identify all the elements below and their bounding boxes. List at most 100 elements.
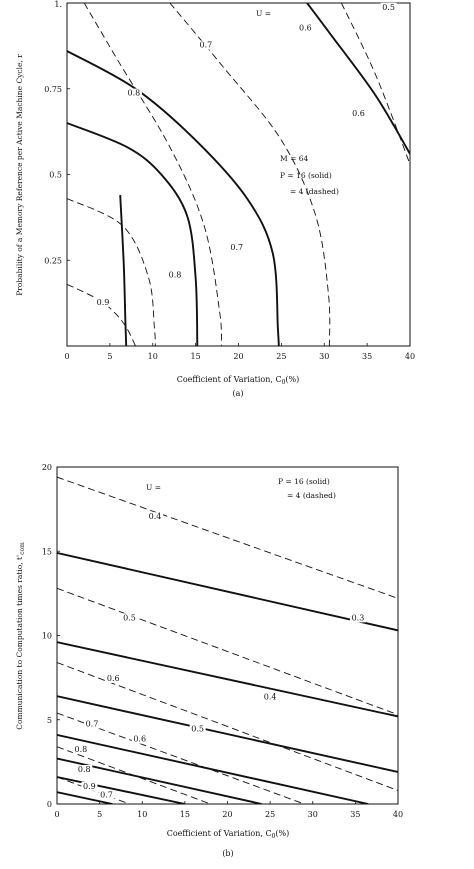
contour-label-bg: [72, 744, 89, 754]
y-tick-label-top: 1.: [54, 0, 62, 9]
x-tick-label: 5: [107, 352, 112, 361]
contour-label: 0.4: [149, 512, 162, 521]
x-tick-label: 25: [265, 810, 275, 819]
y-axis-label-b: Communication to Computation times ratio…: [15, 542, 26, 730]
x-axis-label-a: Coefficient of Variation, C0(%): [177, 375, 300, 386]
series-line-solid-08: [306, 3, 410, 155]
series-line-dashed-06: [169, 3, 331, 346]
contour-label-bg: [81, 781, 98, 791]
x-axis-label-b: Coefficient of Variation, C0(%): [167, 829, 290, 840]
contour-label: 0.5: [382, 3, 395, 12]
contour-label: 0.5: [123, 613, 136, 622]
series-line-dashed-07: [83, 3, 222, 346]
y-tick-label: 5: [47, 716, 52, 725]
contour-label-bg: [262, 692, 279, 702]
series-line-solid-03: [57, 551, 398, 632]
contour-label-bg: [380, 2, 397, 12]
legend-line-a-3: = 4 (dashed): [290, 187, 339, 196]
panel-b: 0 5 10 15 20 25 30 35 40 0 5 10 15 20 0.4 0.5 0.6 0.7 0.8…: [15, 463, 403, 858]
y-tick-label: 0.25: [44, 256, 62, 265]
contour-label: 0.4: [264, 693, 277, 702]
x-tick-label: 35: [350, 810, 360, 819]
contour-label-bg: [131, 734, 148, 744]
x-tick-label: 40: [393, 810, 403, 819]
contour-label-bg: [95, 297, 112, 307]
contour-label-bg: [297, 23, 314, 33]
contour-label-bg: [147, 512, 164, 522]
contour-label-bg: [98, 790, 115, 800]
x-tick-label: 30: [319, 352, 329, 361]
series-line-solid-06: [57, 733, 369, 804]
contour-label: 0.6: [107, 674, 120, 683]
y-tick-label: 20: [42, 463, 52, 472]
contour-label: 0.7: [230, 243, 243, 252]
contour-label-bg: [125, 88, 142, 98]
contour-label: 0.6: [352, 109, 365, 118]
contour-label-bg: [349, 613, 366, 623]
contour-label: 0.6: [133, 735, 146, 744]
x-tick-label: 25: [276, 352, 286, 361]
x-tick-label: 10: [148, 352, 158, 361]
contour-label-bg: [197, 40, 214, 50]
contour-label: 0.6: [299, 23, 312, 32]
legend-header-b: U =: [146, 483, 161, 492]
panel-label-b: (b): [222, 849, 233, 858]
y-tick-label: 10: [42, 632, 52, 641]
x-tick-label: 10: [137, 810, 147, 819]
series-line-dashed-08: [67, 198, 156, 346]
x-tick-label: 0: [54, 810, 59, 819]
contour-label-bg: [167, 270, 184, 280]
contour-label-bg: [105, 673, 122, 683]
series-line-dashed-06: [57, 662, 398, 791]
contour-label: 0.9: [97, 298, 110, 307]
series-line-dashed-05: [340, 3, 410, 165]
legend-line-b-2: = 4 (dashed): [287, 491, 336, 500]
contour-label: 0.8: [75, 745, 88, 754]
series-line-dashed-09: [67, 283, 136, 346]
series-line-solid-09: [57, 791, 113, 804]
contour-label: 0.8: [128, 89, 141, 98]
legend-line-a-1: M = 64: [280, 154, 309, 163]
x-tick-label: 0: [64, 352, 69, 361]
y-tick-label: 0.5: [49, 171, 62, 180]
y-tick-label: 0.75: [44, 85, 62, 94]
x-tick-label: 15: [191, 352, 201, 361]
contour-label-bg: [83, 719, 100, 729]
y-tick-label: 15: [42, 547, 52, 556]
panel-label-a: (a): [232, 389, 243, 398]
contour-label: 0.7: [86, 719, 99, 728]
x-tick-label: 5: [97, 810, 102, 819]
x-tick-label: 35: [362, 352, 372, 361]
contour-label: 0.5: [191, 725, 204, 734]
contour-label-bg: [350, 109, 367, 119]
contour-label-bg: [228, 242, 245, 252]
series-line-solid-04: [57, 641, 398, 718]
series-line-solid-06: [67, 122, 199, 346]
legend-header-a: U =: [256, 9, 271, 18]
contour-label: 0.8: [169, 270, 182, 279]
contour-label: 0.8: [78, 765, 91, 774]
series-line-solid-05: [119, 195, 128, 346]
contour-label: 0.3: [352, 613, 365, 622]
series-line-dashed-04: [57, 476, 398, 599]
x-tick-label: 30: [308, 810, 318, 819]
series-line-solid-05: [57, 695, 398, 773]
contour-label: 0.7: [200, 41, 213, 50]
contour-label: 0.9: [83, 782, 96, 791]
series-line-dashed-05: [57, 587, 398, 716]
contour-label-bg: [121, 613, 138, 623]
x-tick-label: 40: [405, 352, 415, 361]
contour-label-bg: [189, 724, 206, 734]
series-line-solid-08: [57, 776, 186, 804]
plot-frame-a: [66, 2, 411, 347]
legend-line-a-2: P = 16 (solid): [280, 171, 332, 180]
legend-line-b-1: P = 16 (solid): [278, 477, 330, 486]
series-line-dashed-08: [57, 746, 211, 804]
panel-a: 0 5 10 15 20 25 30 35 40 0.25 0.5 0.75 1. 0.9 0.8 0.7 0…: [15, 0, 415, 398]
y-tick-label: 0: [47, 800, 52, 809]
contour-label: 0.7: [100, 790, 113, 799]
x-tick-label: 20: [233, 352, 243, 361]
x-tick-label: 20: [222, 810, 232, 819]
contour-label-bg: [76, 764, 93, 774]
y-axis-label-a: Probability of a Memory Reference per Ac…: [15, 54, 24, 296]
